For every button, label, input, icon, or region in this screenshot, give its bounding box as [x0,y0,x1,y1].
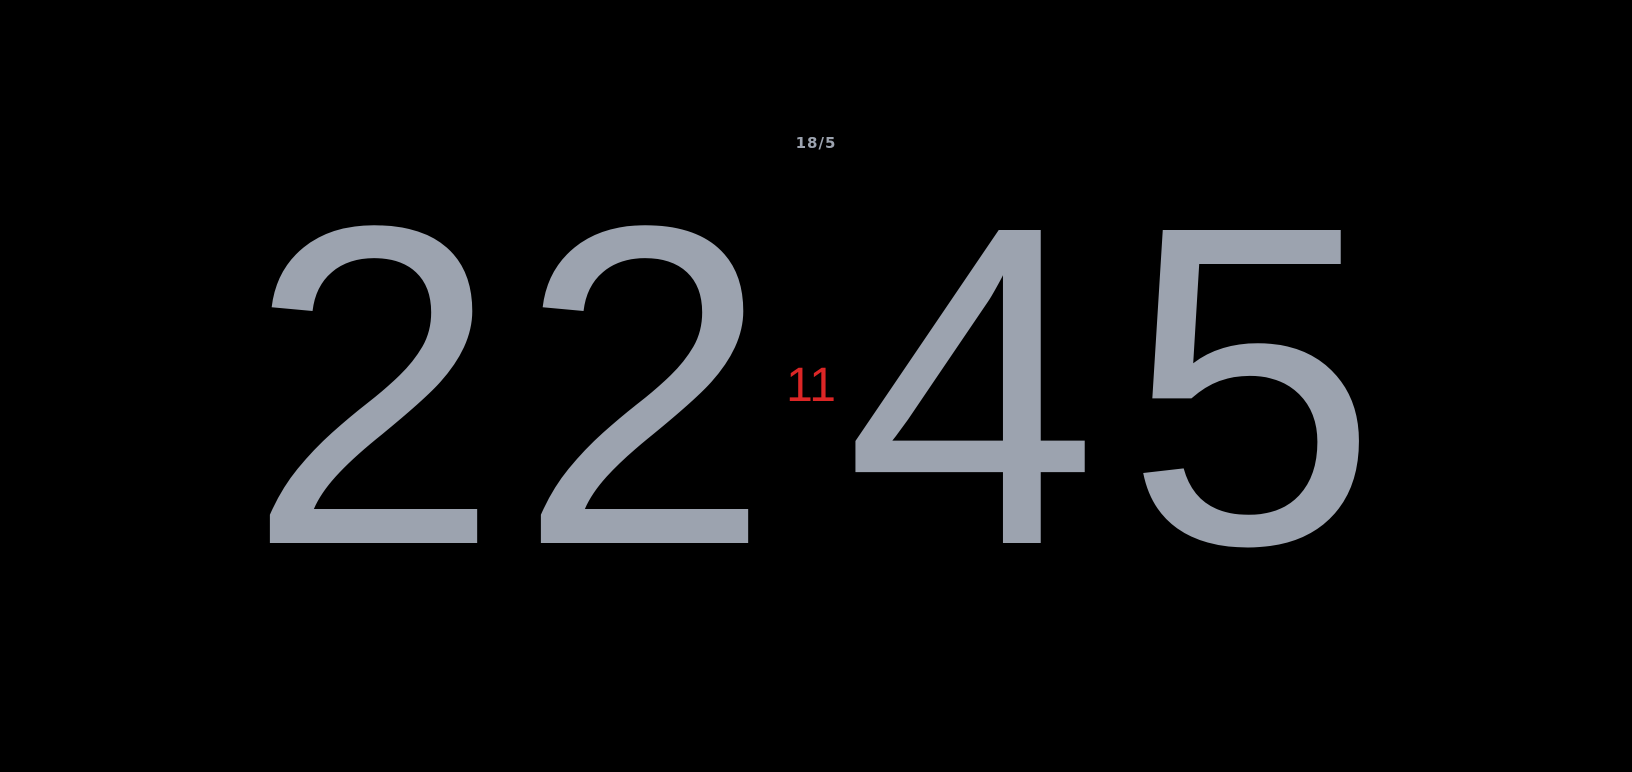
seconds-counter: 11 [786,359,836,412]
minute-tens-digit: 4 [845,132,1099,640]
minute-ones-digit: 5 [1125,132,1379,640]
date-label: 18/5 [795,134,837,152]
hour-ones-digit: 2 [518,132,772,640]
hour-tens-digit: 2 [247,132,501,640]
clock-display: 2 2 11 4 5 [0,132,1632,640]
